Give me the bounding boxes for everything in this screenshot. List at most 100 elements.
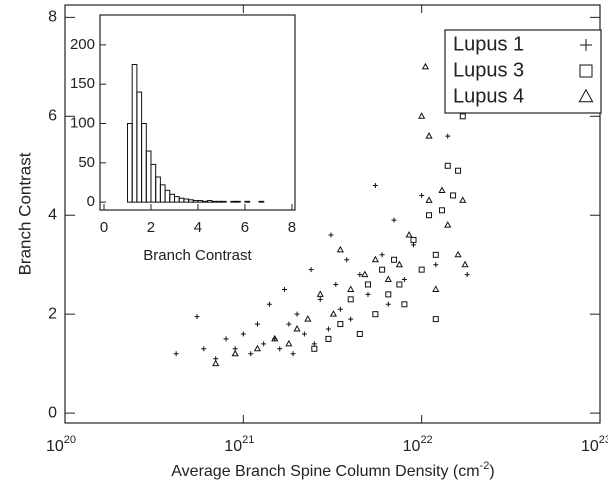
point — [396, 281, 403, 288]
point — [271, 334, 279, 342]
point — [372, 183, 378, 189]
hist-bar — [220, 200, 227, 203]
point — [401, 301, 408, 308]
x-tick-label: 1022 — [403, 434, 433, 455]
point — [450, 192, 457, 199]
x-tick-base: 10 — [224, 438, 242, 455]
point — [445, 133, 451, 139]
point — [432, 316, 439, 323]
point — [371, 255, 379, 263]
point — [372, 311, 379, 318]
hist-bar — [230, 200, 237, 203]
point — [301, 331, 307, 337]
point — [418, 266, 425, 273]
y-tick-label: 6 — [48, 108, 57, 125]
plot-frame — [64, 4, 601, 424]
point — [391, 256, 398, 263]
inset-x-tick-label: 2 — [147, 219, 155, 236]
point — [425, 132, 433, 139]
inset-x-tick-label: 4 — [194, 219, 202, 236]
point — [444, 221, 452, 228]
legend-label: Lupus 3 — [453, 59, 524, 81]
point — [261, 341, 267, 347]
point — [379, 266, 386, 273]
point — [316, 290, 324, 297]
point — [240, 331, 246, 337]
x-tick-exp: 22 — [420, 434, 432, 446]
x-tick-label: 1020 — [46, 434, 76, 455]
point — [459, 113, 466, 120]
point — [356, 330, 363, 337]
x-tick-exp: 20 — [64, 434, 76, 446]
point — [418, 112, 426, 119]
point — [294, 311, 300, 317]
point — [212, 359, 220, 367]
legend-box — [444, 29, 602, 114]
point — [347, 296, 354, 303]
x-tick-base: 10 — [46, 438, 64, 455]
inset-x-tick-label: 0 — [100, 219, 108, 236]
point — [317, 296, 323, 302]
inset-y-tick-label: 50 — [78, 154, 95, 171]
x-tick-base: 10 — [403, 438, 421, 455]
point — [385, 301, 391, 307]
hist-bar — [235, 200, 241, 203]
point — [425, 196, 433, 203]
point — [173, 351, 179, 357]
legend-marker — [579, 64, 593, 78]
point — [277, 346, 283, 352]
point — [365, 291, 371, 297]
point — [379, 252, 385, 258]
point — [432, 285, 440, 292]
y-axis-label: Branch Contrast — [15, 152, 34, 275]
point — [194, 314, 200, 320]
x-tick-label: 1023 — [581, 434, 608, 455]
x-tick-base: 10 — [581, 438, 599, 455]
point — [337, 321, 344, 328]
point — [419, 192, 425, 198]
hist-bar — [216, 200, 222, 203]
point — [455, 167, 462, 174]
point — [290, 351, 296, 357]
hist-bar — [211, 200, 218, 203]
inset-y-tick-label: 200 — [70, 36, 95, 53]
point — [348, 316, 354, 322]
point — [285, 339, 293, 347]
y-tick-label: 4 — [48, 206, 57, 223]
point — [293, 324, 301, 332]
point — [328, 232, 334, 238]
x-axis-label-suffix: ) — [489, 463, 494, 480]
point — [336, 245, 344, 253]
point — [461, 260, 469, 268]
x-tick-label: 1021 — [224, 434, 254, 455]
y-tick-label: 2 — [48, 305, 57, 322]
x-tick-exp: 21 — [242, 434, 254, 446]
point — [325, 326, 331, 332]
point — [405, 230, 413, 238]
point — [329, 310, 338, 317]
point — [223, 336, 229, 342]
y-tick-label: 8 — [48, 9, 57, 26]
y-tick-label: 0 — [48, 404, 57, 421]
point — [454, 250, 462, 258]
hist-bar — [244, 200, 251, 203]
legend-marker — [580, 39, 592, 51]
inset-x-tick-label: 6 — [241, 219, 249, 236]
point — [347, 285, 355, 292]
point — [438, 186, 446, 194]
point — [253, 344, 262, 352]
point — [385, 291, 392, 298]
point — [410, 236, 417, 243]
point — [231, 349, 239, 357]
point — [357, 272, 363, 278]
inset-y-tick-label: 100 — [70, 114, 95, 131]
point — [395, 260, 403, 268]
point — [364, 281, 371, 288]
point — [426, 212, 433, 219]
x-axis-label: Average Branch Spine Column Density (cm-… — [171, 460, 494, 480]
inset-y-tick-label: 0 — [87, 193, 95, 210]
point — [286, 321, 292, 327]
legend-marker — [578, 88, 594, 103]
x-axis-label-sup: -2 — [480, 460, 490, 472]
